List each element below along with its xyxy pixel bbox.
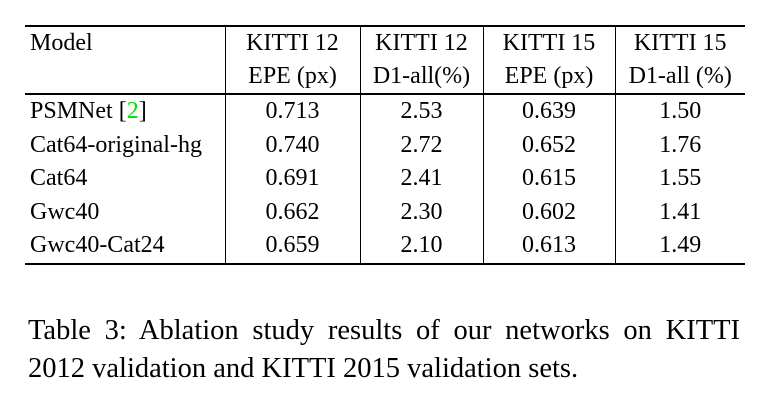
cell-kitti12-epe: 0.662 xyxy=(224,195,360,229)
header-metric-label: D1-all(%) xyxy=(372,63,471,89)
header-dataset-label: KITTI 12 xyxy=(246,30,339,56)
header-dataset-label: KITTI 15 xyxy=(633,30,727,56)
cell-kitti12-epe: 0.740 xyxy=(224,128,360,162)
cell-kitti12-d1all: 2.41 xyxy=(359,162,483,196)
col-header-kitti12-epe: KITTI 12 EPE (px) xyxy=(224,26,360,95)
cell-kitti15-epe: 0.613 xyxy=(482,229,615,264)
header-metric-label: D1-all (%) xyxy=(628,63,732,89)
cell-kitti15-epe: 0.652 xyxy=(482,128,615,162)
table-row-gwc40-cat24: Gwc40-Cat24 0.659 2.10 0.613 1.49 xyxy=(25,229,745,264)
cell-kitti15-epe: 0.615 xyxy=(482,162,615,196)
cell-kitti12-d1all: 2.53 xyxy=(359,94,483,129)
cell-kitti12-d1all: 2.72 xyxy=(359,128,483,162)
cell-model: Gwc40 xyxy=(30,198,100,225)
cell-kitti15-epe-best: 0.602 xyxy=(482,195,615,229)
header-metric-label: EPE (px) xyxy=(504,63,594,89)
header-metric-label: EPE (px) xyxy=(248,63,337,89)
ablation-results-table: Model KITTI 12 EPE (px) KITTI 12 D1-all(… xyxy=(25,25,745,265)
cell-kitti12-d1all: 2.30 xyxy=(359,195,483,229)
cell-kitti15-epe: 0.639 xyxy=(482,94,615,129)
cell-kitti15-d1all-best: 1.41 xyxy=(614,195,745,229)
table-row-cat64-original-hg: Cat64-original-hg 0.740 2.72 0.652 1.76 xyxy=(25,128,745,162)
col-header-kitti12-d1all: KITTI 12 D1-all(%) xyxy=(359,26,483,95)
cell-kitti12-d1all-best: 2.10 xyxy=(359,229,483,264)
cell-kitti15-d1all: 1.55 xyxy=(614,162,745,196)
cell-model: Cat64 xyxy=(30,165,88,191)
cell-kitti12-epe: 0.691 xyxy=(224,162,360,196)
table-caption: Table 3: Ablation study results of our n… xyxy=(28,312,740,388)
cell-model: Gwc40-Cat24 xyxy=(30,232,165,258)
header-row: Model KITTI 12 EPE (px) KITTI 12 D1-all(… xyxy=(25,26,745,95)
col-header-kitti15-epe: KITTI 15 EPE (px) xyxy=(482,26,615,95)
header-model-label: Model xyxy=(30,30,93,56)
table-row-psmnet: PSMNet [2] 0.713 2.53 0.639 1.50 xyxy=(25,94,745,129)
table-row-cat64: Cat64 0.691 2.41 0.615 1.55 xyxy=(25,162,745,196)
cell-kitti15-d1all: 1.76 xyxy=(614,128,745,162)
cell-kitti15-d1all: 1.49 xyxy=(614,229,745,264)
col-header-model: Model xyxy=(25,26,225,95)
model-name-suffix: ] xyxy=(138,98,147,124)
cell-kitti12-epe-best: 0.659 xyxy=(224,229,360,264)
col-header-kitti15-d1all: KITTI 15 D1-all (%) xyxy=(614,26,745,95)
table-header: Model KITTI 12 EPE (px) KITTI 12 D1-all(… xyxy=(25,26,745,95)
cell-model: PSMNet [2] xyxy=(25,94,225,129)
caption-line-1: Table 3: Ablation study results of our n… xyxy=(28,315,740,346)
cell-kitti15-d1all: 1.50 xyxy=(614,94,745,129)
model-name-prefix: PSMNet [ xyxy=(30,98,127,124)
table-body: PSMNet [2] 0.713 2.53 0.639 1.50 Cat64-o… xyxy=(25,94,745,264)
header-dataset-label: KITTI 15 xyxy=(502,30,596,56)
cell-model: Cat64-original-hg xyxy=(30,131,202,158)
cell-kitti12-epe: 0.713 xyxy=(224,94,360,129)
caption-line-2: 2012 validation and KITTI 2015 validatio… xyxy=(28,353,579,384)
table-row-gwc40: Gwc40 0.662 2.30 0.602 1.41 xyxy=(25,195,745,229)
header-dataset-label: KITTI 12 xyxy=(375,30,468,56)
citation-link-2[interactable]: 2 xyxy=(126,98,139,124)
